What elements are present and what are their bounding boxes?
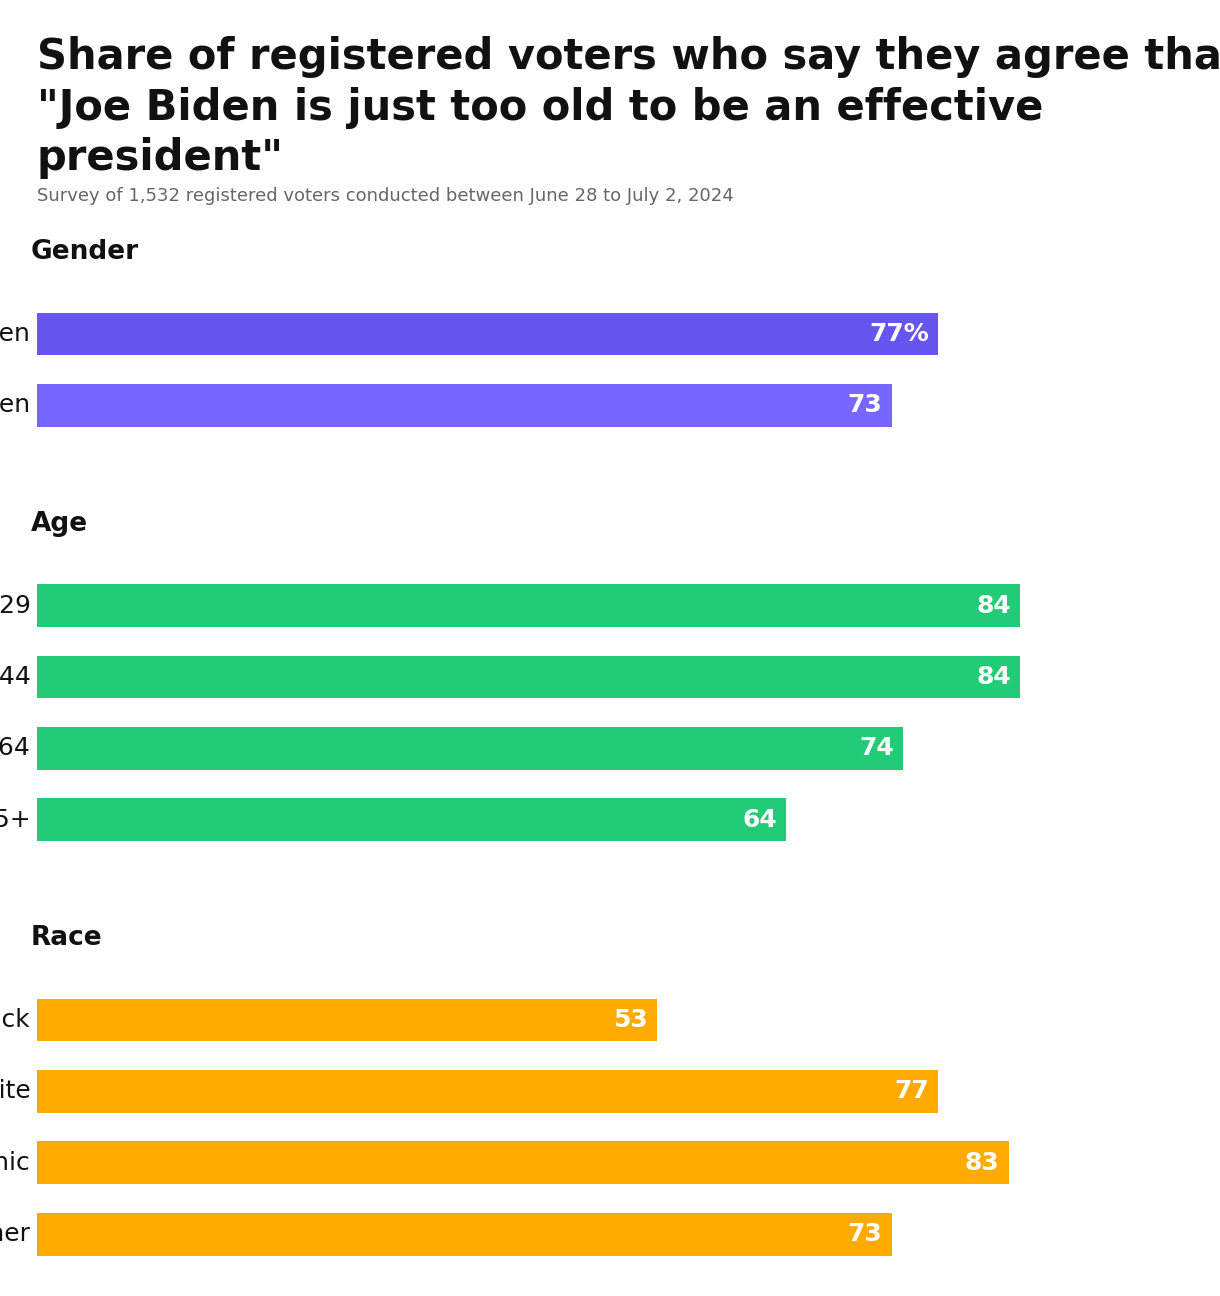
Text: 30-44: 30-44 <box>0 665 30 689</box>
FancyBboxPatch shape <box>37 384 892 426</box>
FancyBboxPatch shape <box>37 656 1020 699</box>
FancyBboxPatch shape <box>37 798 786 841</box>
Text: "Joe Biden is just too old to be an effective: "Joe Biden is just too old to be an effe… <box>37 87 1043 128</box>
Text: 83: 83 <box>965 1151 999 1175</box>
Text: 77%: 77% <box>870 321 930 346</box>
FancyBboxPatch shape <box>37 727 903 770</box>
Text: White: White <box>0 1080 30 1103</box>
Text: Share of registered voters who say they agree that: Share of registered voters who say they … <box>37 36 1220 78</box>
FancyBboxPatch shape <box>37 998 658 1042</box>
Text: president": president" <box>37 137 283 179</box>
Text: 74: 74 <box>859 736 894 761</box>
Text: 84: 84 <box>976 594 1011 617</box>
Text: Survey of 1,532 registered voters conducted between June 28 to July 2, 2024: Survey of 1,532 registered voters conduc… <box>37 187 733 205</box>
Text: Race: Race <box>30 925 102 951</box>
Text: 45-64: 45-64 <box>0 736 30 761</box>
Text: 73: 73 <box>848 1222 882 1247</box>
Text: Age: Age <box>30 511 88 537</box>
Text: Gender: Gender <box>30 240 139 266</box>
FancyBboxPatch shape <box>37 1213 892 1256</box>
Text: Men: Men <box>0 321 30 346</box>
Text: 65+: 65+ <box>0 807 30 832</box>
FancyBboxPatch shape <box>37 1070 938 1113</box>
Text: Hispanic: Hispanic <box>0 1151 30 1175</box>
Text: 64: 64 <box>742 807 777 832</box>
FancyBboxPatch shape <box>37 584 1020 627</box>
FancyBboxPatch shape <box>37 1142 1009 1185</box>
Text: 77: 77 <box>894 1080 930 1103</box>
Text: 53: 53 <box>614 1008 648 1032</box>
Text: 73: 73 <box>848 394 882 417</box>
Text: Women: Women <box>0 394 30 417</box>
Text: 84: 84 <box>976 665 1011 689</box>
Text: Black: Black <box>0 1008 30 1032</box>
Text: 18-29: 18-29 <box>0 594 30 617</box>
Text: Other: Other <box>0 1222 30 1247</box>
FancyBboxPatch shape <box>37 312 938 355</box>
